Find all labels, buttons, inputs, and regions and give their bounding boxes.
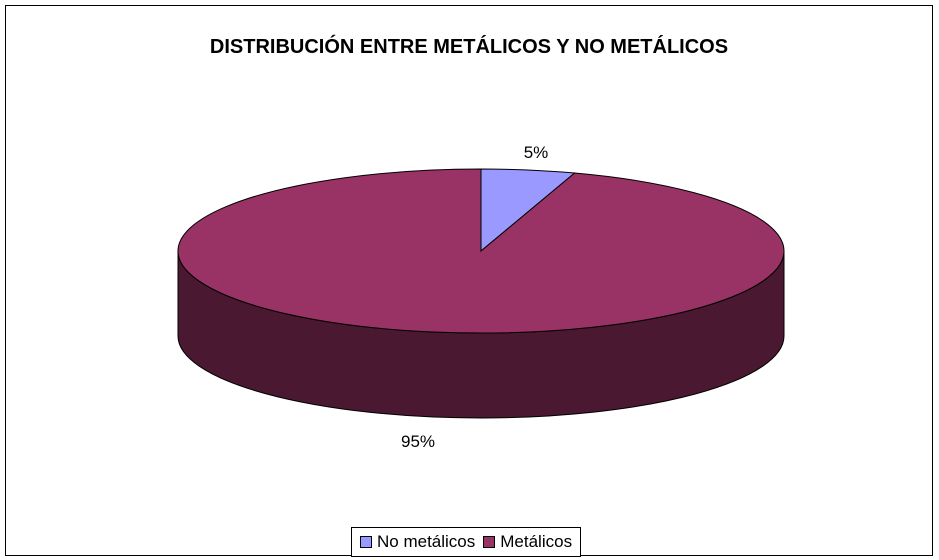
chart-title: DISTRIBUCIÓN ENTRE METÁLICOS Y NO METÁLI…	[209, 36, 729, 58]
legend-item-metalicos: Metálicos	[483, 532, 572, 552]
legend-label-metalicos: Metálicos	[500, 532, 573, 551]
legend-item-no-metalicos: No metálicos	[360, 532, 475, 552]
pie-chart: 5% 95%	[177, 143, 785, 451]
pie-slice-1	[177, 168, 785, 334]
legend-swatch-metalicos	[483, 536, 496, 548]
legend-label-no-metalicos: No metálicos	[377, 532, 476, 551]
data-label-1: 95%	[401, 432, 435, 451]
legend: No metálicos Metálicos	[351, 527, 582, 557]
chart-frame: DISTRIBUCIÓN ENTRE METÁLICOS Y NO METÁLI…	[5, 5, 933, 557]
data-label-0: 5%	[524, 143, 549, 162]
legend-swatch-no-metalicos	[360, 536, 372, 548]
